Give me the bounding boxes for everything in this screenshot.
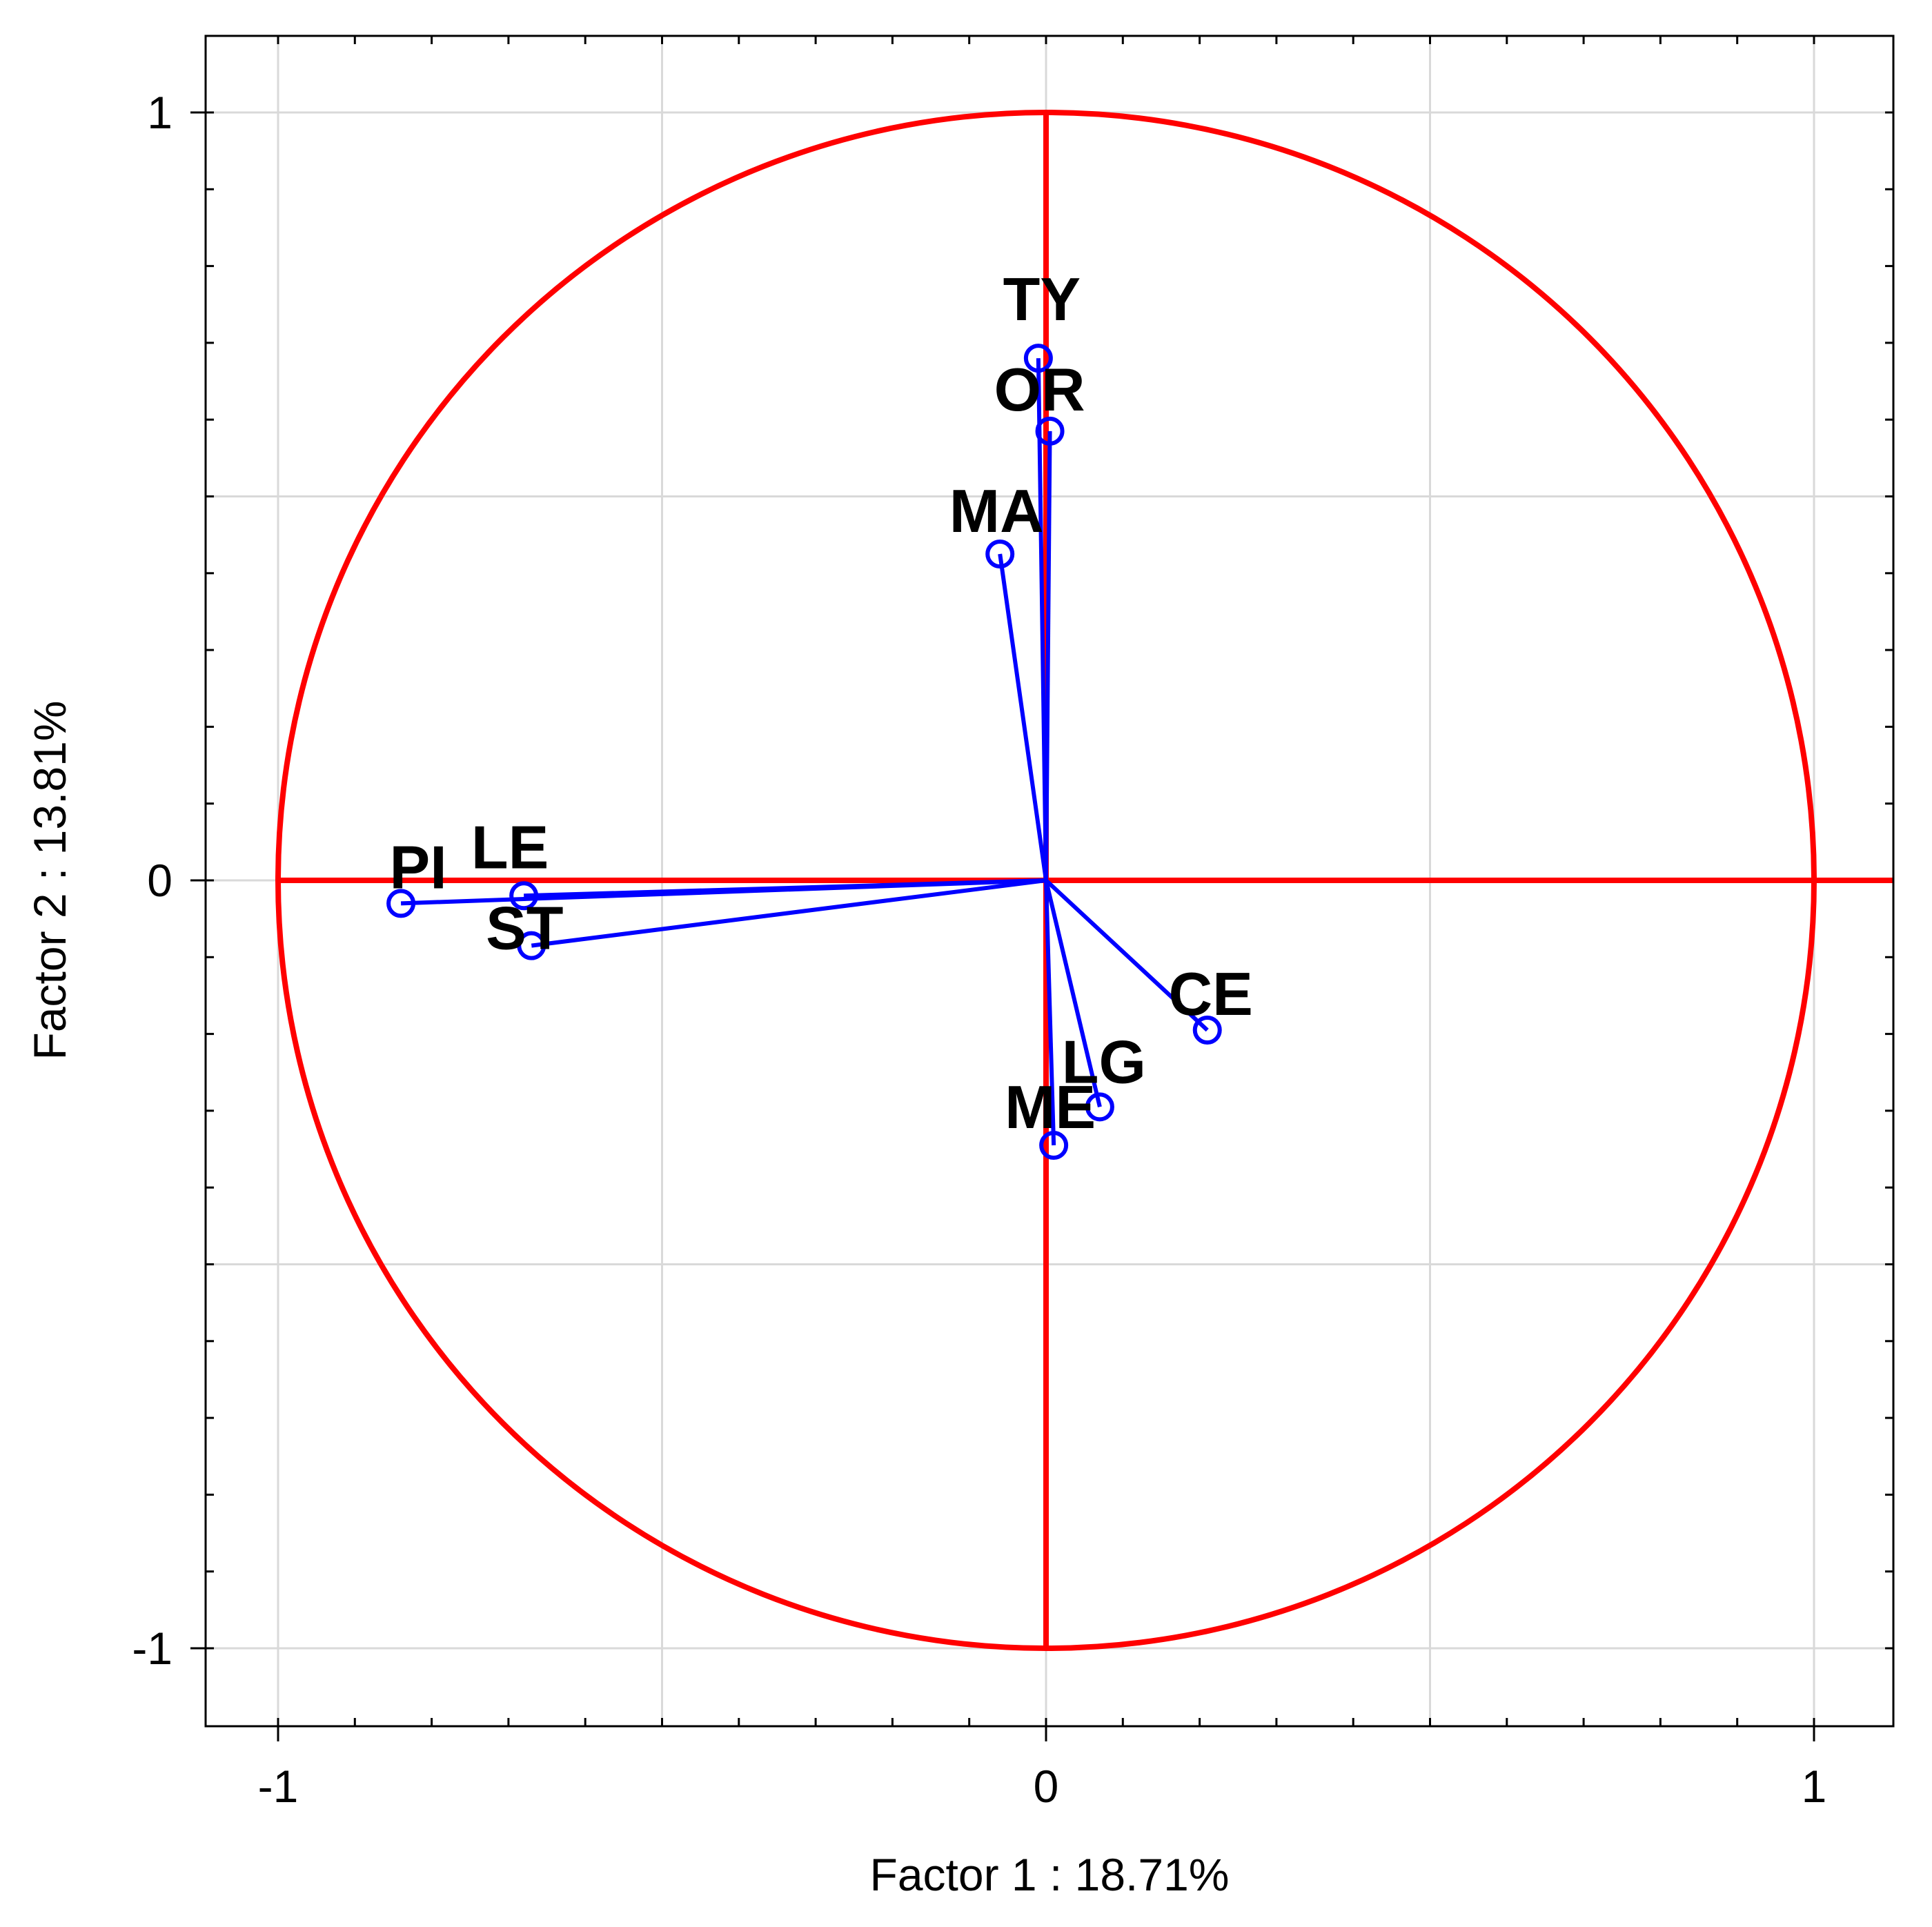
major-ticks [190, 111, 1815, 1741]
variable-label-or: OR [994, 355, 1085, 424]
loading-vectors [400, 358, 1209, 1146]
loading-vector-st [531, 878, 1047, 948]
variable-label-pi: PI [390, 833, 447, 901]
minor-ticks [206, 36, 1893, 1726]
y-tick-label: 1 [147, 87, 172, 138]
loading-point-me [1039, 1130, 1069, 1160]
loading-markers [386, 344, 1222, 1160]
loading-point-lg [1085, 1092, 1114, 1122]
variable-label-ce: CE [1169, 960, 1253, 1028]
loading-vector-ce [1044, 878, 1209, 1032]
variable-label-lg: LG [1062, 1027, 1146, 1096]
loading-vector-or [1044, 431, 1052, 881]
variable-label-ma: MA [949, 477, 1044, 545]
x-tick-label: 0 [1034, 1761, 1059, 1812]
loading-point-ma [985, 539, 1015, 569]
x-tick-label: -1 [258, 1761, 299, 1812]
loading-point-ce [1192, 1016, 1222, 1045]
y-tick-label: -1 [132, 1623, 172, 1674]
variable-label-le: LE [471, 813, 549, 881]
loading-vector-me [1044, 880, 1056, 1146]
variable-label-st: ST [486, 894, 563, 962]
loading-point-pi [386, 889, 416, 918]
x-axis-title: Factor 1 : 18.71% [870, 1849, 1230, 1900]
unit-circle [275, 110, 1817, 1651]
variable-label-me: ME [1005, 1073, 1096, 1141]
loading-point-or [1035, 416, 1065, 446]
y-axis-title: Factor 2 : 13.81% [24, 701, 75, 1060]
loading-point-le [509, 881, 539, 911]
loading-vector-lg [1044, 880, 1102, 1108]
loading-vector-le [524, 878, 1047, 898]
loading-point-st [517, 931, 546, 960]
variable-label-ty: TY [1003, 265, 1081, 333]
loading-vector-ma [998, 553, 1048, 881]
loading-point-ty [1023, 344, 1053, 373]
y-tick-label: 0 [147, 855, 172, 906]
x-tick-label: 1 [1802, 1761, 1827, 1812]
